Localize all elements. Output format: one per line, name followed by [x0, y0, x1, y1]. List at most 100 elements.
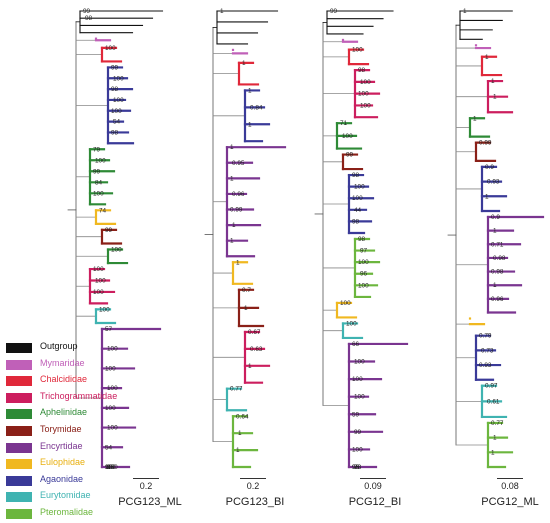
support-value: 98	[111, 86, 119, 93]
support-value: 98	[358, 67, 366, 74]
support-value: 1	[493, 94, 497, 101]
support-value: 79	[93, 146, 101, 153]
legend-label: Torymidae	[40, 423, 82, 434]
legend-swatch	[6, 459, 32, 470]
support-value: 1	[485, 54, 489, 61]
support-value: 100	[354, 394, 365, 401]
legend-item-eurytomidae: Eurytomidae	[6, 489, 126, 506]
support-value: 1	[248, 363, 252, 370]
legend-item-chalcididae: Chalcididae	[6, 373, 126, 390]
support-value: 100	[352, 376, 363, 383]
support-value: 100	[93, 289, 104, 296]
support-value: 1	[236, 447, 240, 454]
legend-label: Trichogrammatidae	[40, 390, 118, 401]
legend-label: Encyrtidae	[40, 440, 83, 451]
legend-label: Eurytomidae	[40, 490, 91, 501]
support-value: 100	[352, 446, 363, 453]
scale-label: 0.2	[246, 481, 260, 491]
support-value: 100	[358, 259, 369, 266]
support-value: 100	[107, 425, 118, 432]
support-value: 54	[105, 444, 113, 451]
legend-swatch	[6, 492, 32, 503]
support-value: 100	[111, 108, 122, 115]
support-value: 100	[111, 246, 122, 253]
support-value: 1	[491, 78, 495, 85]
support-value: 98	[352, 464, 360, 471]
support-value: 1	[232, 222, 236, 229]
support-value: 0.99	[479, 140, 492, 147]
legend-item-eulophidae: Eulophidae	[6, 456, 126, 473]
support-value: 100	[352, 195, 363, 202]
support-value: 0.93	[479, 362, 492, 369]
support-value: 90	[105, 464, 113, 471]
support-value: 96	[352, 464, 360, 471]
support-value: 0.93	[487, 179, 500, 186]
scale-bar	[133, 478, 159, 479]
support-value: 100	[113, 75, 124, 82]
support-value: 0.99	[230, 207, 243, 214]
support-value: 100	[105, 365, 116, 372]
scale-bar	[497, 478, 523, 479]
support-value: 1	[230, 144, 234, 151]
scale-label: 0.08	[501, 481, 519, 491]
support-value: 0.67	[248, 329, 261, 336]
support-value: 100	[107, 385, 118, 392]
legend-label: Mymaridae	[40, 357, 85, 368]
legend-item-pteromalidae: Pteromalidae	[6, 506, 126, 523]
support-value: 98	[352, 172, 360, 179]
support-value: 97	[360, 248, 368, 255]
support-value: 0.7	[242, 287, 251, 294]
scale-label: 0.2	[139, 481, 153, 491]
support-value: 100	[358, 91, 369, 98]
scale-bar	[360, 478, 386, 479]
support-value: 100	[99, 306, 110, 313]
legend-swatch	[6, 392, 32, 403]
support-value: 1	[491, 449, 495, 456]
support-value: 100	[93, 190, 104, 197]
support-value: 1	[248, 87, 252, 94]
support-value: 100	[354, 359, 365, 366]
support-value: 98	[111, 129, 119, 136]
support-value: 95	[107, 464, 115, 471]
support-value: 100	[107, 346, 118, 353]
support-value: 0.9	[491, 214, 500, 221]
support-value: 0.77	[230, 386, 243, 393]
support-value: 0.79	[479, 333, 492, 340]
legend-item-mymaridae: Mymaridae	[6, 357, 126, 374]
support-value: 99	[105, 227, 113, 234]
support-value: 57	[105, 326, 113, 333]
support-value: 1	[220, 8, 224, 15]
support-value: 100	[342, 133, 353, 140]
support-value: 0.63	[250, 346, 263, 353]
tree-title: PCG123_ML	[118, 496, 182, 508]
support-value: 0.71	[491, 241, 504, 248]
support-value: 99	[83, 8, 91, 15]
support-value: 100	[354, 184, 365, 191]
support-value: 100	[93, 266, 104, 273]
legend-item-torymidae: Torymidae	[6, 423, 126, 440]
scale-label: 0.09	[364, 481, 382, 491]
support-value: 0.98	[493, 255, 506, 262]
legend-swatch	[6, 409, 32, 420]
support-value: 66	[352, 341, 360, 348]
support-value: 98	[358, 236, 366, 243]
legend-label: Outgroup	[40, 341, 78, 351]
support-value: 99	[346, 152, 354, 159]
support-value: 54	[113, 119, 121, 126]
support-value: 0.98	[491, 269, 504, 276]
support-value: 100	[107, 464, 118, 471]
support-value: 100	[340, 300, 351, 307]
support-value: 1	[493, 228, 497, 235]
legend-item-encyrtidae: Encyrtidae	[6, 440, 126, 457]
family-legend: Outgroup Mymaridae Chalcididae Trichogramma…	[6, 340, 126, 523]
legend-label: Pteromalidae	[40, 506, 94, 517]
support-value: 100	[105, 45, 116, 52]
legend-item-outgroup: Outgroup	[6, 340, 126, 357]
support-value: 1	[230, 175, 234, 182]
support-value: 0.97	[485, 383, 498, 390]
support-value: 0.77	[491, 420, 504, 427]
support-value: 74	[99, 207, 107, 214]
legend-item-aphelinidae: Aphelinidae	[6, 406, 126, 423]
support-value: 78	[354, 464, 362, 471]
support-value: 1	[493, 435, 497, 442]
